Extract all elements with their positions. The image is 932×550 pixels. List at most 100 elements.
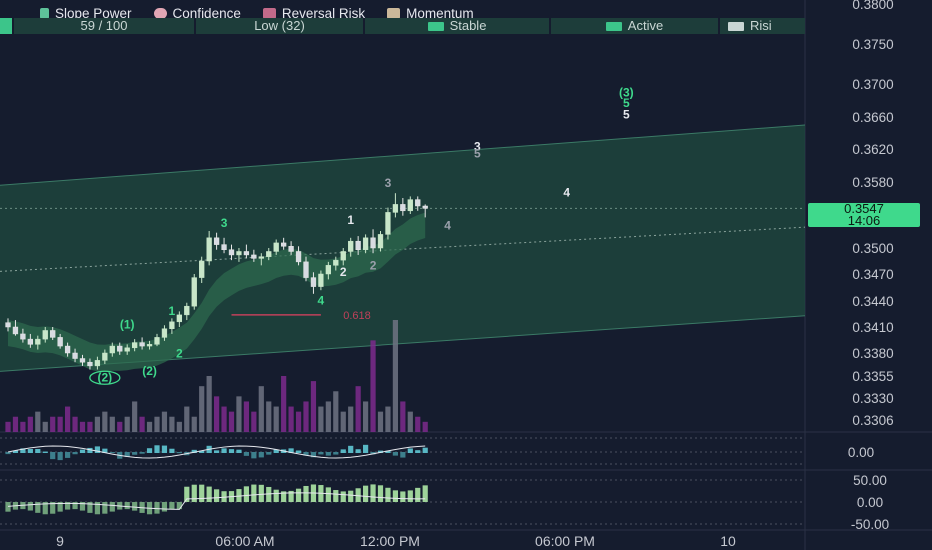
y-tick-label: 0.3470 [852,267,893,282]
volume-bar [355,386,361,432]
osc2-bar [124,502,130,510]
tree-icon [40,7,49,19]
osc1-bar [139,452,145,454]
osc1-bar [363,444,369,453]
osc1-bar [191,449,197,453]
candle-body [42,330,48,340]
osc2-bar [288,490,294,502]
osc1-bar [325,452,331,456]
volume-bar [154,416,160,432]
y-tick-label: 0.3580 [852,175,893,190]
osc1-bar [243,452,249,456]
volume-bar [303,401,309,432]
candle-body [191,277,197,307]
osc1-bar [303,452,309,456]
osc2-tick-label: 0.00 [857,495,883,510]
osc1-bar [333,452,339,455]
volume-bar [12,416,19,432]
wave-label: 2 [176,347,183,361]
volume-bar [281,376,287,432]
osc1-bar [132,452,138,455]
osc1-signal-line [7,445,426,459]
legend-label: Momentum [406,5,474,21]
osc2-bar [400,491,406,502]
legend-value-reversal: Stable [365,18,549,34]
osc2-bar [325,487,331,502]
volume-bar [385,406,391,432]
candle-body [251,254,257,259]
volume-bar [206,376,212,432]
candle-body [50,330,56,338]
osc1-bar [348,445,354,453]
candle-body [154,337,160,345]
legend-slope-power: Slope Power [40,4,132,22]
osc1-bar [161,445,168,453]
ma-ribbon [8,212,426,372]
osc1-bar [176,452,182,454]
volume-bar [27,416,33,432]
volume-bar [310,381,317,432]
candle-body [27,338,34,345]
osc1-bar [109,452,115,454]
volume-bar [214,396,220,432]
y-tick-label: 0.3306 [852,413,893,428]
osc1-bar [42,451,48,453]
osc2-bar [72,502,78,510]
osc1-bar [385,450,391,453]
osc2-bar [169,502,175,510]
osc2-bar [422,485,428,502]
volume-bar [266,401,272,432]
osc1-bar [288,448,294,453]
wave-label: 4 [444,218,451,232]
volume-bar [35,411,41,432]
osc2-bar [266,486,272,502]
wave-label: 1 [169,304,176,318]
volume-bar [109,416,115,432]
legend-label: Reversal Risk [281,5,366,21]
osc2-bar [355,488,361,502]
last-price-value: 0.3547 [844,201,884,216]
osc2-bar [161,502,168,512]
y-tick-label: 0.3410 [852,320,893,335]
candle-body [94,360,101,367]
wave-label: (2) [98,371,113,385]
wave-label: 5 [623,108,630,122]
candle-body [370,237,376,249]
osc2-bar [94,502,100,515]
volume-bar [94,416,100,432]
y-tick-label: 0.3700 [852,77,893,92]
volume-bar [422,421,428,432]
candle-body [35,338,41,345]
candle-body [221,244,227,250]
osc2-bar [221,491,227,502]
osc2-bar [154,502,160,514]
wave-label: 2 [370,259,377,273]
legend-value: Stable [449,18,487,33]
volume-bar [50,416,56,432]
volume-bar [251,411,257,432]
legend-confidence: Confidence [153,4,241,22]
volume-bar [348,406,354,432]
candle-body [87,361,93,367]
candle-body [318,273,324,287]
osc1-bar [295,450,302,453]
osc1-bar [355,449,361,453]
sliders-icon [262,7,276,19]
candle-body [325,265,332,275]
wave-label: (3) [619,85,634,99]
osc1-bar [221,448,227,453]
candle-body [206,237,212,262]
legend-value: Active [627,18,664,33]
wave-label: 2 [340,265,347,279]
candle-body [385,212,391,235]
x-tick-label: 12:00 PM [360,533,420,549]
osc2-tick-label: -50.00 [851,517,889,532]
candle-body [273,242,279,252]
candle-body [146,344,153,347]
volume-bar [325,401,331,432]
volume-bar [102,411,108,432]
volume-bar [340,411,346,432]
x-tick-label: 10 [720,533,736,549]
volume-bar [318,406,324,432]
